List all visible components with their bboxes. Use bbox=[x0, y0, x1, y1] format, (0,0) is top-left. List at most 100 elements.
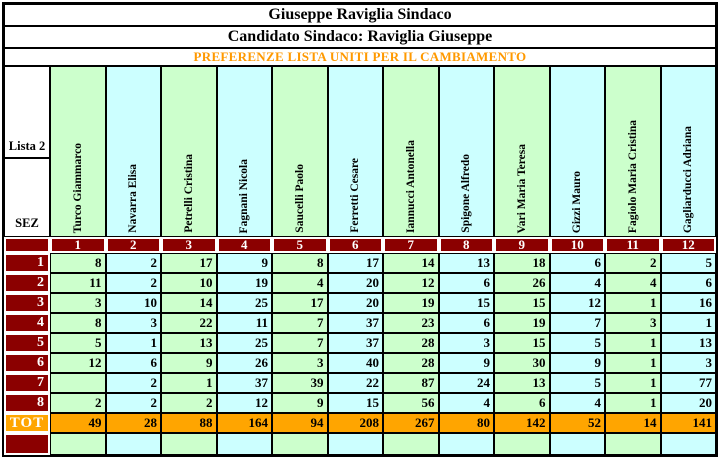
preference-value-cell: 13 bbox=[494, 373, 550, 393]
sez-row-label: 8 bbox=[4, 393, 50, 413]
total-value-cell: 208 bbox=[327, 413, 383, 433]
sez-row-label: 4 bbox=[4, 313, 50, 333]
preference-value-cell: 22 bbox=[161, 313, 217, 333]
preference-value-cell: 1 bbox=[660, 313, 716, 333]
empty-cell bbox=[216, 433, 272, 455]
preference-value-cell: 8 bbox=[272, 253, 328, 273]
total-value-cell: 94 bbox=[272, 413, 328, 433]
empty-cell bbox=[383, 433, 439, 455]
preference-value-cell: 20 bbox=[327, 273, 383, 293]
preference-value-cell: 28 bbox=[383, 333, 439, 353]
sez-row-label: 2 bbox=[4, 273, 50, 293]
preference-value-cell: 9 bbox=[216, 253, 272, 273]
preference-value-cell: 13 bbox=[660, 333, 716, 353]
preference-value-cell: 56 bbox=[383, 393, 439, 413]
candidate-name-cell: Navarra Elisa bbox=[105, 66, 161, 237]
preference-value-cell: 28 bbox=[383, 353, 439, 373]
preference-value-cell: 5 bbox=[549, 373, 605, 393]
candidate-name: Navarra Elisa bbox=[127, 164, 140, 233]
candidate-name: Fagnani Nicola bbox=[238, 158, 251, 233]
preference-value-cell: 19 bbox=[383, 293, 439, 313]
empty-cell bbox=[549, 433, 605, 455]
empty-cell bbox=[50, 433, 106, 455]
preference-value-cell: 1 bbox=[605, 293, 661, 313]
preference-value-cell: 4 bbox=[272, 273, 328, 293]
preference-value-cell: 3 bbox=[438, 333, 494, 353]
total-value-cell: 14 bbox=[605, 413, 661, 433]
preference-value-cell: 1 bbox=[605, 373, 661, 393]
total-value-cell: 141 bbox=[660, 413, 716, 433]
preference-value-cell: 5 bbox=[50, 333, 106, 353]
preference-value-cell: 39 bbox=[272, 373, 328, 393]
sez-row-label: 7 bbox=[4, 373, 50, 393]
candidate-subtitle: Candidato Sindaco: Raviglia Giuseppe bbox=[4, 26, 716, 48]
preference-value-cell: 30 bbox=[494, 353, 550, 373]
preference-value-cell: 25 bbox=[216, 293, 272, 313]
preference-value-cell: 7 bbox=[549, 313, 605, 333]
preference-value-cell: 1 bbox=[605, 353, 661, 373]
candidate-name: Saucelli Paolo bbox=[293, 164, 306, 233]
preference-value-cell: 12 bbox=[50, 353, 106, 373]
preference-value-cell: 11 bbox=[216, 313, 272, 333]
empty-cell bbox=[272, 433, 328, 455]
candidate-number-cell: 8 bbox=[438, 237, 494, 253]
preference-value-cell: 3 bbox=[272, 353, 328, 373]
preference-value-cell: 10 bbox=[105, 293, 161, 313]
sez-row-label: 3 bbox=[4, 293, 50, 313]
sez-row-label: 6 bbox=[4, 353, 50, 373]
preference-value-cell: 17 bbox=[327, 253, 383, 273]
preference-value-cell: 37 bbox=[327, 313, 383, 333]
empty-cell bbox=[494, 433, 550, 455]
preference-value-cell bbox=[50, 373, 106, 393]
preference-value-cell: 3 bbox=[105, 313, 161, 333]
total-value-cell: 52 bbox=[549, 413, 605, 433]
preference-value-cell: 26 bbox=[216, 353, 272, 373]
preference-value-cell: 13 bbox=[438, 253, 494, 273]
preference-value-cell: 8 bbox=[50, 253, 106, 273]
candidate-name-cell: Vari Maria Teresa bbox=[494, 66, 550, 237]
preference-value-cell: 6 bbox=[549, 253, 605, 273]
preference-value-cell: 24 bbox=[438, 373, 494, 393]
empty-cell bbox=[161, 433, 217, 455]
preference-value-cell: 9 bbox=[438, 353, 494, 373]
total-value-cell: 88 bbox=[161, 413, 217, 433]
empty-cell bbox=[660, 433, 716, 455]
candidate-number-cell: 4 bbox=[216, 237, 272, 253]
preference-value-cell: 4 bbox=[549, 393, 605, 413]
empty-cell bbox=[105, 433, 161, 455]
empty-cell bbox=[605, 433, 661, 455]
candidate-name-cell: Turco Giammarco bbox=[50, 66, 106, 237]
candidate-name: Spigone Alfredo bbox=[460, 154, 473, 233]
preference-value-cell: 7 bbox=[272, 313, 328, 333]
preference-value-cell: 17 bbox=[272, 293, 328, 313]
candidate-number-cell: 3 bbox=[161, 237, 217, 253]
candidate-name: Petrelli Cristina bbox=[182, 154, 195, 233]
preference-value-cell: 5 bbox=[549, 333, 605, 353]
preference-value-cell: 9 bbox=[549, 353, 605, 373]
candidate-name-cell: Gagliarducci Adriana bbox=[660, 66, 716, 237]
total-value-cell: 49 bbox=[50, 413, 106, 433]
candidate-name-cell: Ferretti Cesare bbox=[327, 66, 383, 237]
preference-value-cell: 15 bbox=[494, 333, 550, 353]
preference-value-cell: 5 bbox=[660, 253, 716, 273]
preference-value-cell: 14 bbox=[161, 293, 217, 313]
preference-value-cell: 37 bbox=[327, 333, 383, 353]
preference-value-cell: 2 bbox=[161, 393, 217, 413]
preference-value-cell: 11 bbox=[50, 273, 106, 293]
preference-value-cell: 26 bbox=[494, 273, 550, 293]
candidate-name: Gagliarducci Adriana bbox=[682, 125, 695, 233]
preference-value-cell: 4 bbox=[605, 273, 661, 293]
candidate-name: Gizzi Mauro bbox=[571, 170, 584, 233]
empty-cell bbox=[438, 433, 494, 455]
preference-value-cell: 4 bbox=[549, 273, 605, 293]
candidate-number-cell: 12 bbox=[660, 237, 716, 253]
sez-row-label: 1 bbox=[4, 253, 50, 273]
preference-value-cell: 16 bbox=[660, 293, 716, 313]
sez-row-label: 5 bbox=[4, 333, 50, 353]
preference-value-cell: 9 bbox=[272, 393, 328, 413]
total-value-cell: 28 bbox=[105, 413, 161, 433]
preference-value-cell: 6 bbox=[494, 393, 550, 413]
candidate-name-cell: Saucelli Paolo bbox=[272, 66, 328, 237]
candidate-name-cell: Spigone Alfredo bbox=[438, 66, 494, 237]
preference-value-cell: 12 bbox=[216, 393, 272, 413]
